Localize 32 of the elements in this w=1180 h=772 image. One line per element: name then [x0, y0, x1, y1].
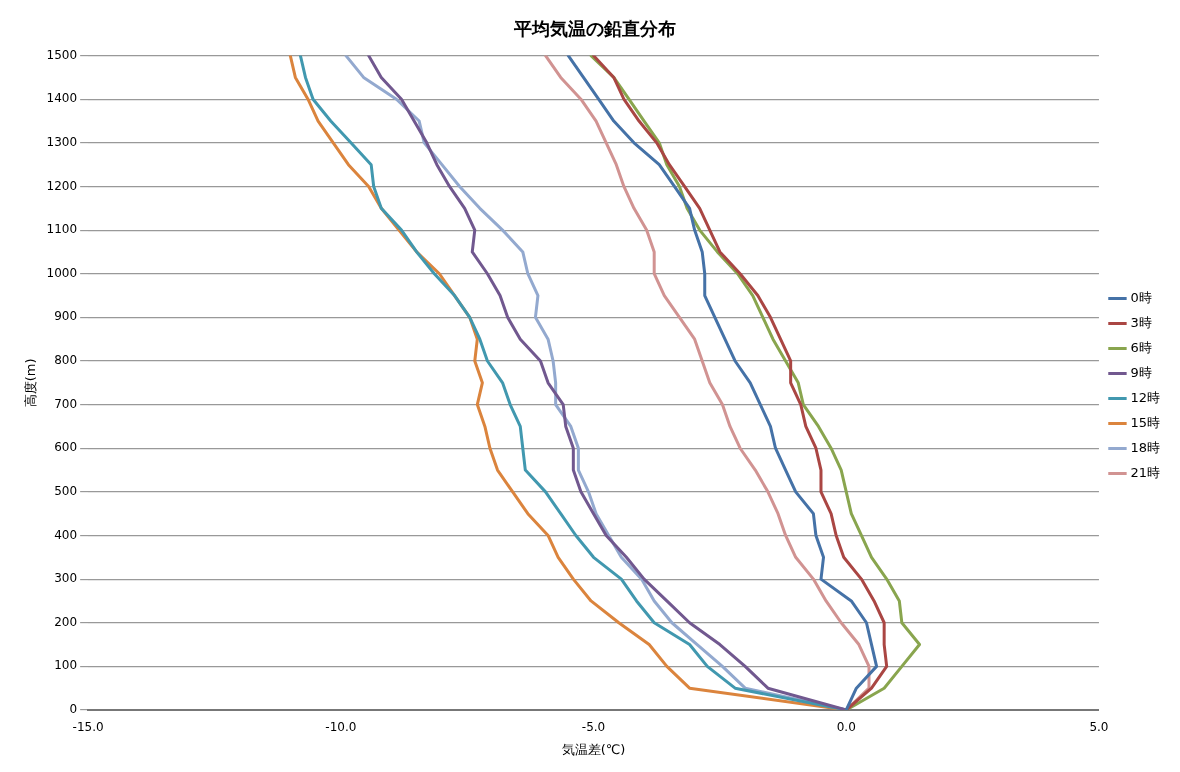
y-tick-label: 300	[54, 571, 78, 586]
y-tick-label: 1300	[46, 134, 78, 149]
y-tick-label: 1400	[46, 91, 78, 106]
y-axis-title: 高度(m)	[23, 358, 39, 408]
x-tick-label: -5.0	[581, 720, 606, 735]
y-tick-label: 900	[54, 309, 78, 324]
legend-label: 6時	[1130, 339, 1152, 355]
legend-label: 9時	[1130, 364, 1152, 380]
legend-label: 15時	[1130, 414, 1160, 430]
x-axis-title: 気温差(℃)	[561, 741, 626, 757]
y-tick-label: 200	[54, 614, 78, 629]
y-tick-label: 700	[54, 396, 78, 411]
y-tick-label: 100	[54, 658, 78, 673]
legend-label: 12時	[1130, 389, 1160, 405]
legend-label: 0時	[1130, 289, 1152, 305]
chart-title: 平均気温の鉛直分布	[513, 18, 676, 40]
y-tick-label: 0	[69, 702, 78, 717]
y-tick-label: 800	[54, 353, 78, 368]
legend-label: 18時	[1130, 439, 1160, 455]
x-tick-label: -10.0	[325, 720, 357, 735]
y-tick-label: 500	[54, 483, 78, 498]
x-tick-label: -15.0	[72, 720, 104, 735]
legend-label: 21時	[1130, 464, 1160, 480]
y-tick-label: 1000	[46, 265, 78, 280]
y-tick-label: 600	[54, 440, 78, 455]
y-tick-label: 1500	[46, 47, 78, 62]
x-tick-label: 5.0	[1089, 720, 1109, 735]
x-tick-label: 0.0	[836, 720, 856, 735]
y-tick-label: 400	[54, 527, 78, 542]
y-tick-label: 1100	[46, 222, 78, 237]
y-tick-label: 1200	[46, 178, 78, 193]
legend-label: 3時	[1130, 314, 1152, 330]
